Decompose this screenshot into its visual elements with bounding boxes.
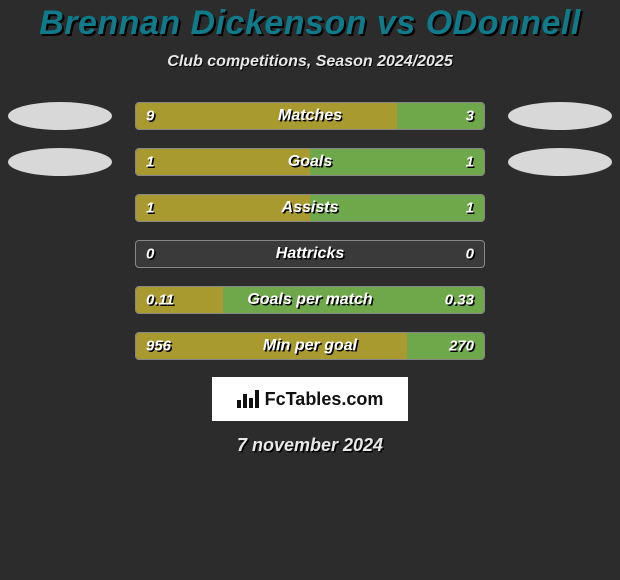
stat-bar-right-fill — [310, 149, 484, 175]
stat-value-left: 9 — [146, 108, 154, 125]
stat-bar-left-fill — [136, 103, 397, 129]
stat-value-right: 3 — [466, 108, 474, 125]
stat-row: 0 0 Hattricks — [0, 231, 620, 277]
stat-bar: 1 1 Assists — [135, 194, 485, 222]
stat-label: Goals — [288, 153, 332, 171]
stat-value-left: 0.11 — [146, 292, 174, 309]
stat-bar: 9 3 Matches — [135, 102, 485, 130]
stat-value-left: 0 — [146, 246, 154, 263]
stat-row: 9 3 Matches — [0, 93, 620, 139]
stat-value-right: 0.33 — [445, 292, 474, 309]
stat-value-right: 1 — [466, 154, 474, 171]
player-oval-right — [508, 148, 612, 176]
stat-rows: 9 3 Matches 1 1 Goals 1 1 Assists 0 0 Hattricks 0.11… — [0, 93, 620, 369]
stat-bar: 956 270 Min per goal — [135, 332, 485, 360]
stat-value-left: 1 — [146, 154, 154, 171]
stat-bar: 0 0 Hattricks — [135, 240, 485, 268]
stat-bar: 1 1 Goals — [135, 148, 485, 176]
stat-label: Min per goal — [263, 337, 357, 355]
stat-value-right: 1 — [466, 200, 474, 217]
footer-date: 7 november 2024 — [0, 435, 620, 456]
stat-value-right: 0 — [466, 246, 474, 263]
stat-label: Hattricks — [276, 245, 344, 263]
player-oval-right — [508, 102, 612, 130]
stat-bar-left-fill — [136, 149, 310, 175]
stat-value-left: 1 — [146, 200, 154, 217]
stat-row: 1 1 Goals — [0, 139, 620, 185]
comparison-card: Brennan Dickenson vs ODonnell Club compe… — [0, 0, 620, 580]
stat-value-left: 956 — [146, 338, 171, 355]
fctables-logo[interactable]: FcTables.com — [212, 377, 408, 421]
stat-row: 0.11 0.33 Goals per match — [0, 277, 620, 323]
stat-label: Matches — [278, 107, 342, 125]
stat-value-right: 270 — [449, 338, 474, 355]
page-subtitle: Club competitions, Season 2024/2025 — [0, 53, 620, 71]
stat-row: 1 1 Assists — [0, 185, 620, 231]
stat-bar: 0.11 0.33 Goals per match — [135, 286, 485, 314]
player-oval-left — [8, 102, 112, 130]
stat-label: Goals per match — [247, 291, 372, 309]
logo-text: FcTables.com — [265, 389, 384, 410]
page-title: Brennan Dickenson vs ODonnell — [0, 4, 620, 43]
stat-row: 956 270 Min per goal — [0, 323, 620, 369]
logo-bars-icon — [237, 390, 259, 408]
stat-label: Assists — [282, 199, 339, 217]
player-oval-left — [8, 148, 112, 176]
